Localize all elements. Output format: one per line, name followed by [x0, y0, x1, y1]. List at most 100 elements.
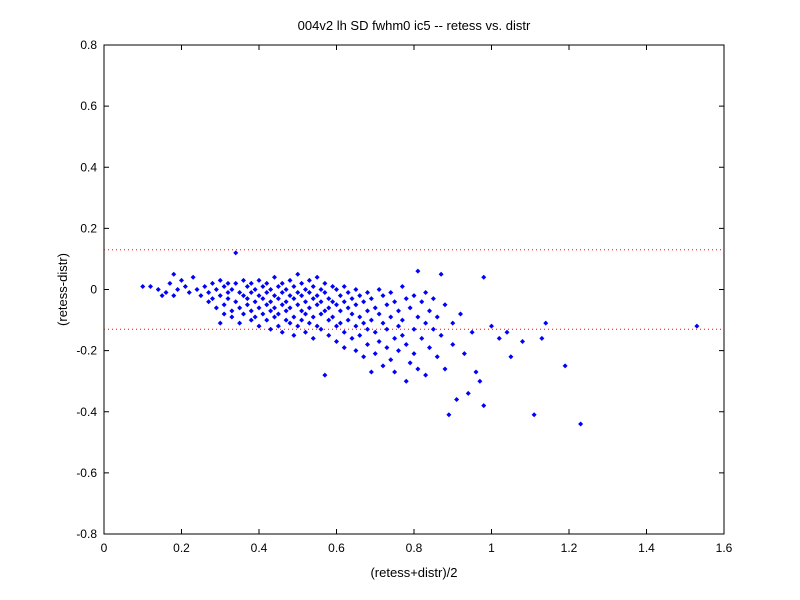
x-tick-label: 1.6 — [716, 541, 733, 555]
data-point — [322, 308, 328, 314]
data-point — [473, 369, 479, 375]
x-tick-label: 0 — [101, 541, 108, 555]
data-point — [283, 308, 289, 314]
x-tick-label: 0.6 — [328, 541, 345, 555]
data-point — [225, 280, 231, 286]
data-point — [256, 293, 262, 299]
data-point — [353, 323, 359, 329]
data-point — [275, 283, 281, 289]
data-point — [357, 314, 363, 320]
data-point — [279, 290, 285, 296]
data-point — [233, 250, 239, 256]
data-point — [562, 363, 568, 369]
data-point — [489, 323, 494, 329]
data-point — [159, 293, 165, 299]
data-point — [407, 305, 413, 311]
data-point — [415, 314, 421, 320]
data-point — [299, 293, 305, 299]
data-point — [314, 302, 320, 308]
data-point — [190, 274, 196, 280]
x-tick-label: 0.2 — [173, 541, 190, 555]
data-point — [368, 369, 374, 375]
y-tick-label: 0.8 — [80, 38, 97, 52]
data-point — [399, 332, 405, 338]
data-point — [155, 287, 161, 292]
data-point — [260, 296, 266, 302]
data-point — [330, 283, 336, 289]
data-point — [306, 305, 312, 311]
data-point — [179, 277, 184, 283]
data-point — [299, 317, 305, 323]
data-point — [361, 299, 367, 305]
data-point — [380, 363, 386, 369]
data-point — [365, 326, 370, 332]
data-point — [341, 299, 347, 305]
data-point — [450, 342, 456, 348]
data-point — [349, 296, 355, 302]
data-point — [140, 283, 146, 289]
data-point — [326, 296, 332, 302]
data-point — [303, 311, 308, 317]
data-point — [430, 326, 436, 332]
y-tick-label: -0.4 — [76, 405, 97, 419]
data-point — [376, 287, 382, 292]
reference-lines — [104, 249, 724, 330]
data-point — [334, 302, 339, 308]
data-point — [353, 302, 359, 308]
data-point — [419, 299, 425, 305]
data-point — [458, 311, 463, 317]
data-point — [539, 335, 545, 341]
data-point — [287, 320, 293, 326]
data-point — [396, 308, 401, 314]
x-axis-ticks: 0 0.2 0.4 0.6 0.8 1 1.2 1.4 1.6 — [101, 45, 733, 555]
data-point — [291, 283, 297, 289]
data-point — [248, 290, 254, 296]
data-point — [291, 296, 297, 302]
data-point — [310, 335, 316, 341]
data-point — [213, 305, 219, 311]
data-point — [353, 348, 359, 354]
data-point — [241, 311, 246, 317]
data-point — [322, 280, 328, 286]
data-point — [233, 299, 239, 305]
data-point — [283, 299, 289, 305]
data-point — [256, 305, 262, 311]
data-point — [376, 338, 382, 344]
data-point — [434, 314, 440, 320]
data-point — [403, 342, 409, 348]
data-point — [213, 287, 219, 292]
data-point — [481, 403, 487, 409]
data-point — [388, 314, 394, 320]
data-point — [349, 311, 355, 317]
data-point — [268, 326, 274, 332]
data-point — [171, 271, 177, 277]
data-point — [264, 290, 270, 296]
data-point — [384, 326, 390, 332]
data-point — [241, 293, 246, 299]
data-point — [275, 323, 281, 329]
data-point — [163, 290, 169, 296]
data-point — [508, 354, 514, 360]
data-point — [229, 314, 235, 320]
y-tick-label: -0.2 — [76, 344, 97, 358]
data-point — [543, 320, 549, 326]
data-point — [380, 320, 386, 326]
data-point — [326, 332, 332, 338]
data-point — [171, 293, 177, 299]
data-point — [291, 314, 297, 320]
data-point — [210, 296, 215, 302]
data-point — [334, 287, 339, 292]
y-tick-label: 0.2 — [80, 221, 97, 235]
data-point — [310, 283, 316, 289]
data-point — [221, 311, 227, 317]
data-point — [248, 280, 254, 286]
data-point — [415, 268, 421, 274]
data-point — [392, 299, 398, 305]
data-point — [446, 412, 452, 418]
data-point — [217, 320, 223, 326]
y-axis-ticks: -0.8 -0.6 -0.4 -0.2 0 0.2 0.4 0.6 0.8 — [76, 38, 724, 541]
data-point — [423, 372, 429, 378]
data-point — [411, 293, 417, 299]
data-point — [279, 302, 285, 308]
data-point — [303, 299, 308, 305]
